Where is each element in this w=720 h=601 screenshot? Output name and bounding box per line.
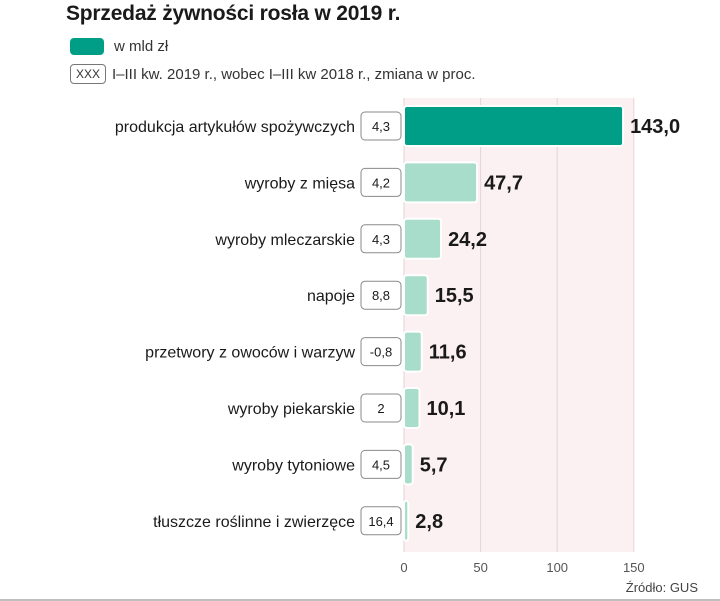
category-label: wyroby mleczarskie bbox=[214, 232, 355, 249]
change-box bbox=[360, 111, 402, 141]
change-label: 16,4 bbox=[368, 514, 393, 529]
change-box bbox=[360, 506, 402, 536]
category-label: wyroby z mięsa bbox=[244, 175, 355, 192]
change-label: 4,2 bbox=[372, 175, 390, 190]
bar bbox=[403, 443, 414, 486]
legend-change-box: XXX bbox=[70, 64, 106, 84]
value-label: 10,1 bbox=[426, 398, 465, 420]
legend-swatch-green bbox=[70, 37, 104, 55]
category-label: produkcja artykułów spożywczych bbox=[115, 119, 355, 136]
category-label: wyroby tytoniowe bbox=[231, 457, 355, 474]
change-label: 4,3 bbox=[372, 232, 390, 247]
bar bbox=[403, 161, 479, 204]
change-label: 4,5 bbox=[372, 457, 390, 472]
x-tick-label: 100 bbox=[546, 560, 568, 575]
bar bbox=[403, 105, 625, 147]
change-label: 4,3 bbox=[372, 119, 390, 134]
x-tick-label: 50 bbox=[473, 560, 487, 575]
legend-value-label: w mld zł bbox=[114, 37, 169, 55]
change-box bbox=[360, 167, 402, 197]
source-note: Źródło: GUS bbox=[625, 580, 698, 595]
legend-change: XXX I–III kw. 2019 r., wobec I–III kw 20… bbox=[70, 63, 476, 85]
bottom-divider bbox=[0, 599, 720, 601]
value-label: 24,2 bbox=[448, 229, 487, 251]
legend-value: w mld zł bbox=[70, 35, 168, 57]
change-box bbox=[360, 224, 402, 254]
change-label: 2 bbox=[377, 401, 384, 416]
change-box bbox=[360, 393, 402, 423]
x-tick-label: 150 bbox=[623, 560, 645, 575]
x-tick-label: 0 bbox=[400, 560, 407, 575]
bar bbox=[403, 330, 423, 373]
value-label: 47,7 bbox=[484, 172, 523, 194]
category-label: tłuszcze roślinne i zwierzęce bbox=[153, 514, 355, 531]
change-box bbox=[360, 280, 402, 310]
value-label: 143,0 bbox=[630, 116, 680, 138]
value-label: 2,8 bbox=[415, 511, 443, 533]
bar bbox=[403, 499, 410, 542]
chart-title: Sprzedaż żywności rosła w 2019 r. bbox=[66, 2, 401, 25]
change-label: -0,8 bbox=[370, 345, 392, 360]
category-label: napoje bbox=[307, 288, 355, 305]
bar bbox=[403, 217, 443, 260]
category-label: przetwory z owoców i warzyw bbox=[145, 345, 355, 362]
category-label: wyroby piekarskie bbox=[227, 401, 355, 418]
value-label: 15,5 bbox=[435, 285, 474, 307]
change-box bbox=[360, 337, 402, 367]
bar bbox=[403, 387, 421, 429]
bar bbox=[403, 274, 429, 317]
change-label: 8,8 bbox=[372, 288, 390, 303]
value-label: 11,6 bbox=[429, 342, 467, 364]
legend-change-label: I–III kw. 2019 r., wobec I–III kw 2018 r… bbox=[112, 65, 476, 83]
value-label: 5,7 bbox=[420, 454, 448, 476]
change-box bbox=[360, 449, 402, 479]
